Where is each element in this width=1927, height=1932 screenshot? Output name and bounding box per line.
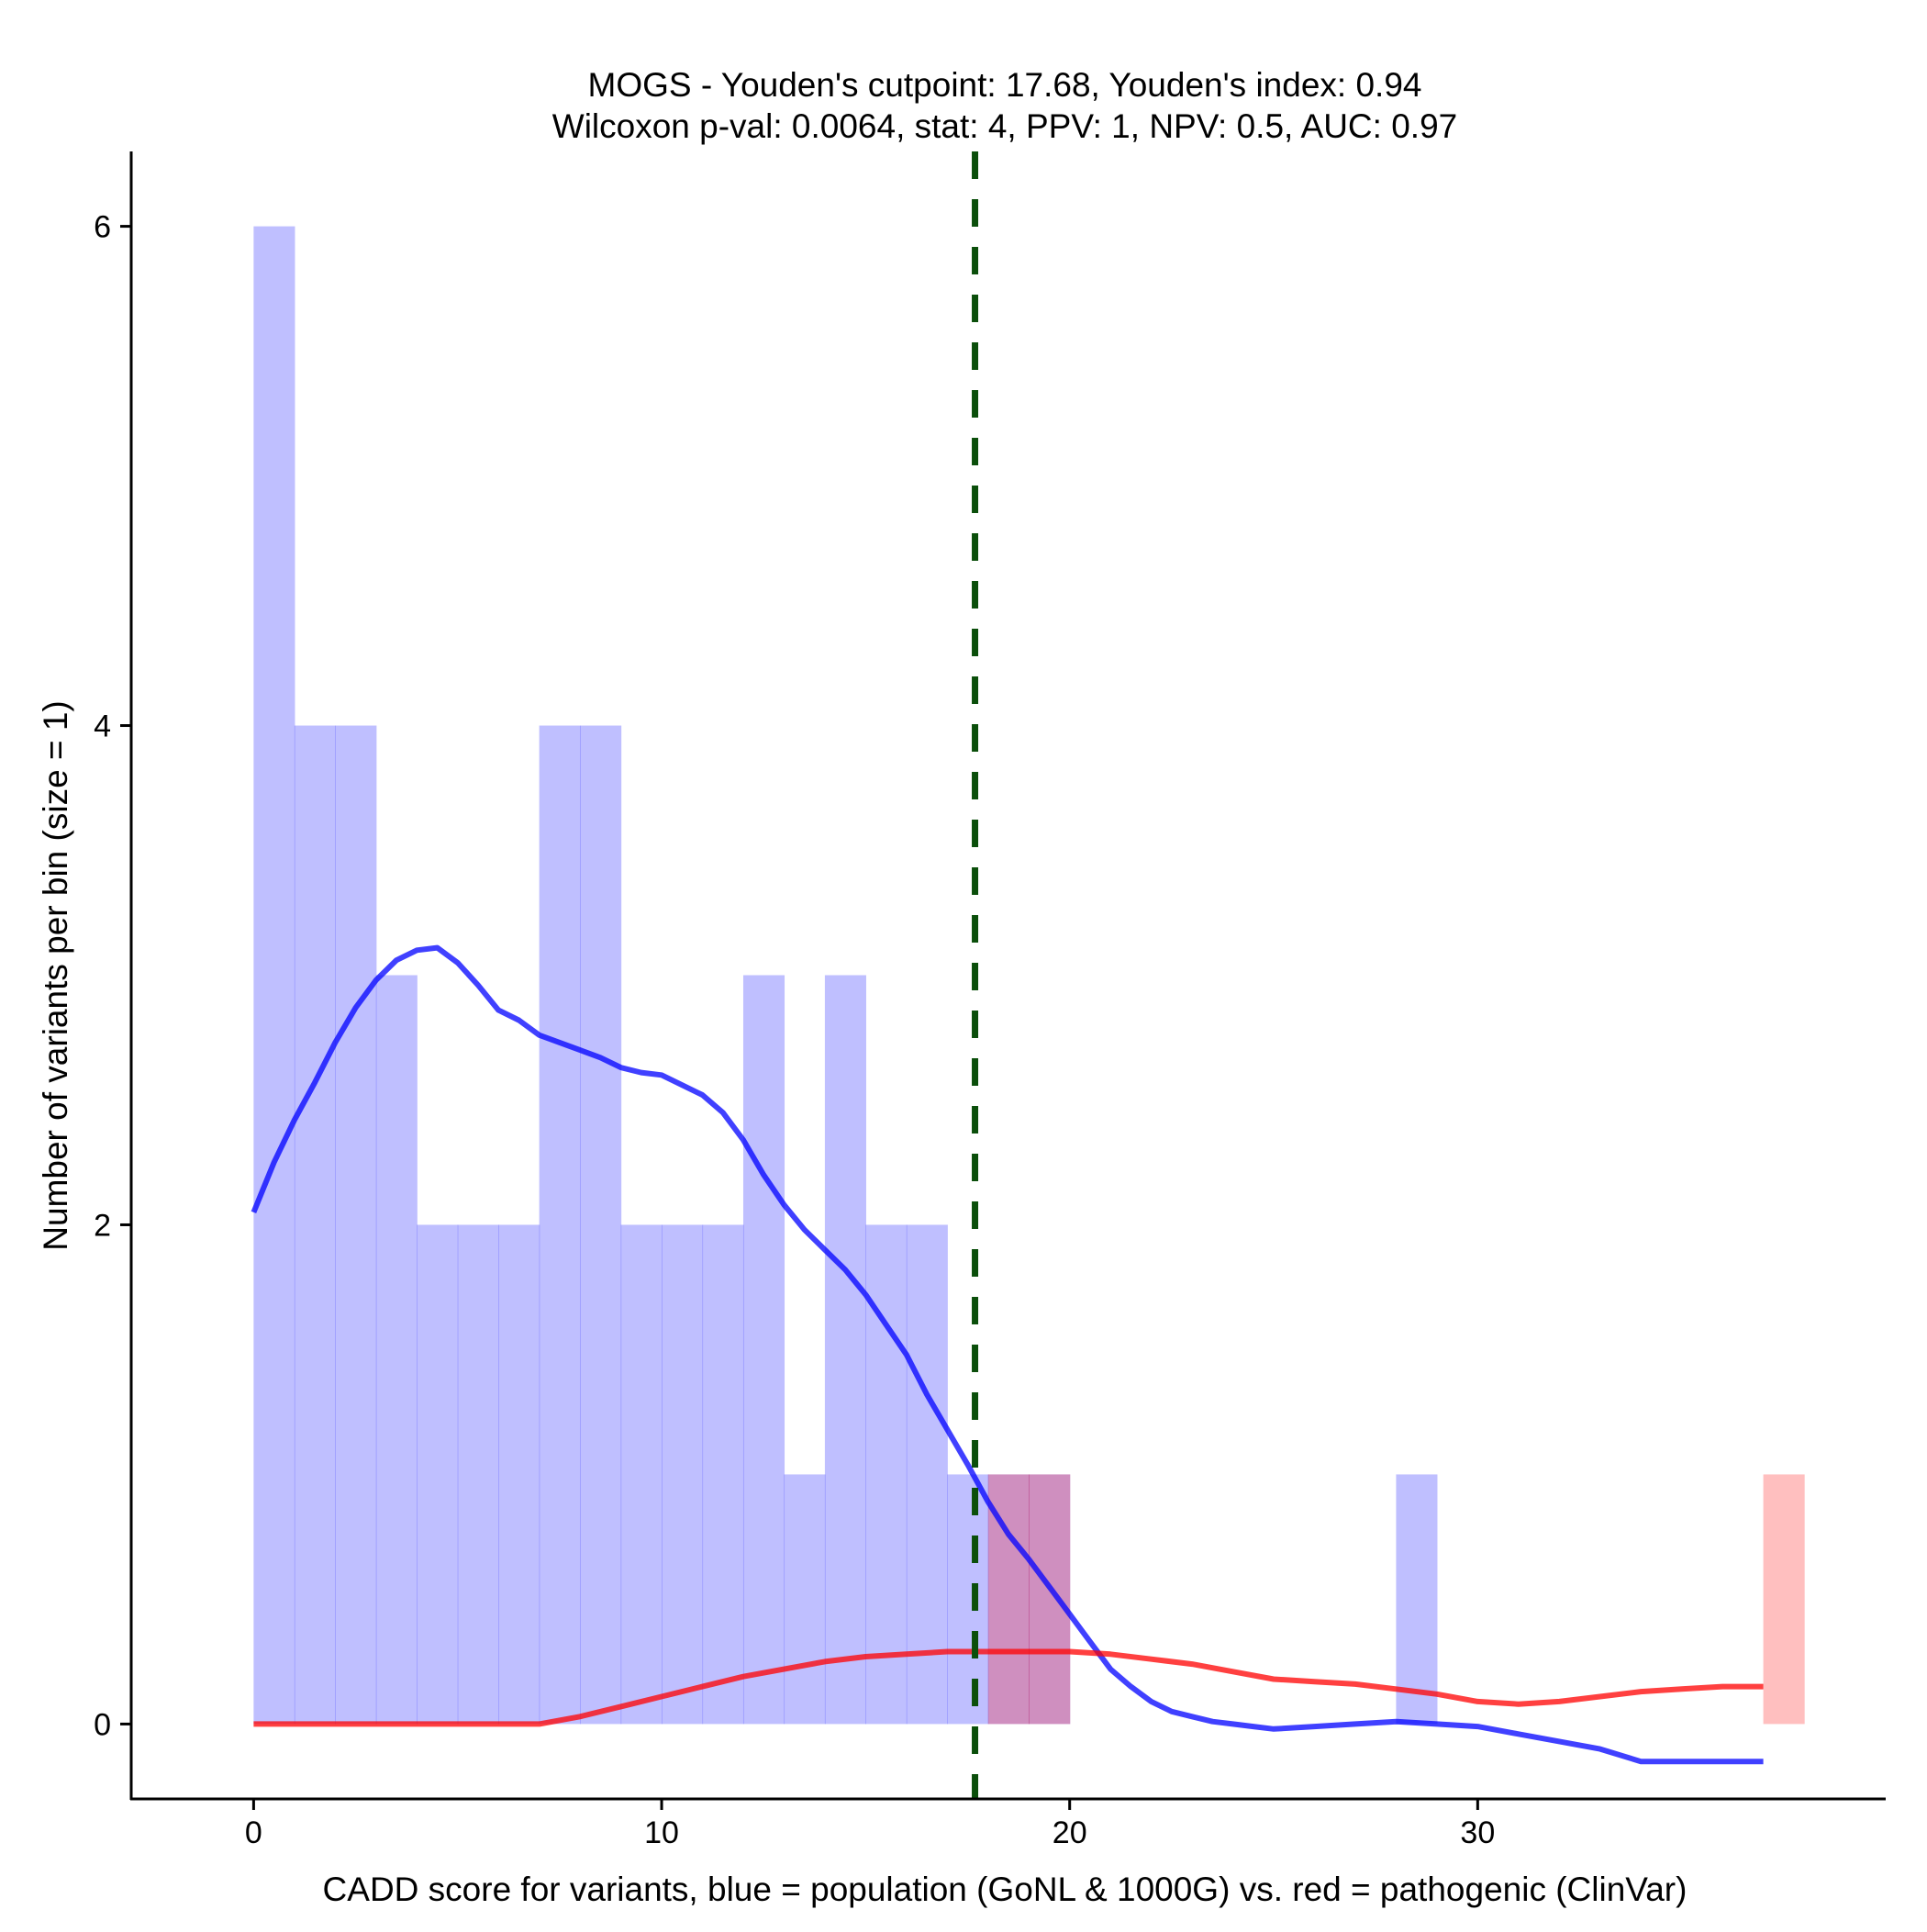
population-bar xyxy=(662,1224,704,1725)
axes-layer: 0 10 20 30 0 2 4 6 xyxy=(94,151,1886,1850)
population-bar xyxy=(824,975,866,1725)
population-bar xyxy=(539,725,581,1725)
population-bar xyxy=(906,1224,948,1725)
population-bar xyxy=(742,975,785,1725)
population-bar xyxy=(580,725,622,1725)
population-bar xyxy=(498,1224,540,1725)
y-tick-label: 2 xyxy=(94,1208,111,1243)
population-bar xyxy=(375,975,418,1725)
y-tick-label: 6 xyxy=(94,210,111,245)
population-bar xyxy=(294,725,336,1725)
population-bar xyxy=(335,725,377,1725)
pathogenic-bar xyxy=(1763,1474,1805,1725)
bars-layer xyxy=(253,226,1805,1725)
x-tick-label: 30 xyxy=(1460,1815,1495,1850)
population-bar xyxy=(784,1474,826,1725)
density-layer xyxy=(251,944,1764,1765)
chart-subtitle: Wilcoxon p-val: 0.0064, stat: 4, PPV: 1,… xyxy=(552,107,1457,145)
x-axis-label: CADD score for variants, blue = populati… xyxy=(323,1871,1688,1908)
population-bar xyxy=(947,1474,989,1725)
pathogenic-bar xyxy=(1029,1474,1071,1725)
population-bar xyxy=(1396,1474,1438,1725)
population-bar xyxy=(253,226,295,1725)
y-tick-label: 4 xyxy=(94,709,111,744)
x-tick-label: 20 xyxy=(1053,1815,1087,1850)
population-bar xyxy=(457,1224,499,1725)
pathogenic-density-curve xyxy=(253,1648,1764,1727)
population-density-curve xyxy=(251,944,1764,1765)
population-bar xyxy=(417,1224,459,1725)
population-bar xyxy=(702,1224,744,1725)
x-tick-label: 0 xyxy=(245,1815,262,1850)
chart-title: MOGS - Youden's cutpoint: 17.68, Youden'… xyxy=(588,66,1422,104)
y-axis-label: Number of variants per bin (size = 1) xyxy=(37,700,74,1250)
x-tick-label: 10 xyxy=(644,1815,679,1850)
y-tick-label: 0 xyxy=(94,1707,111,1742)
population-bar xyxy=(1029,1474,1071,1725)
population-bar xyxy=(620,1224,663,1725)
